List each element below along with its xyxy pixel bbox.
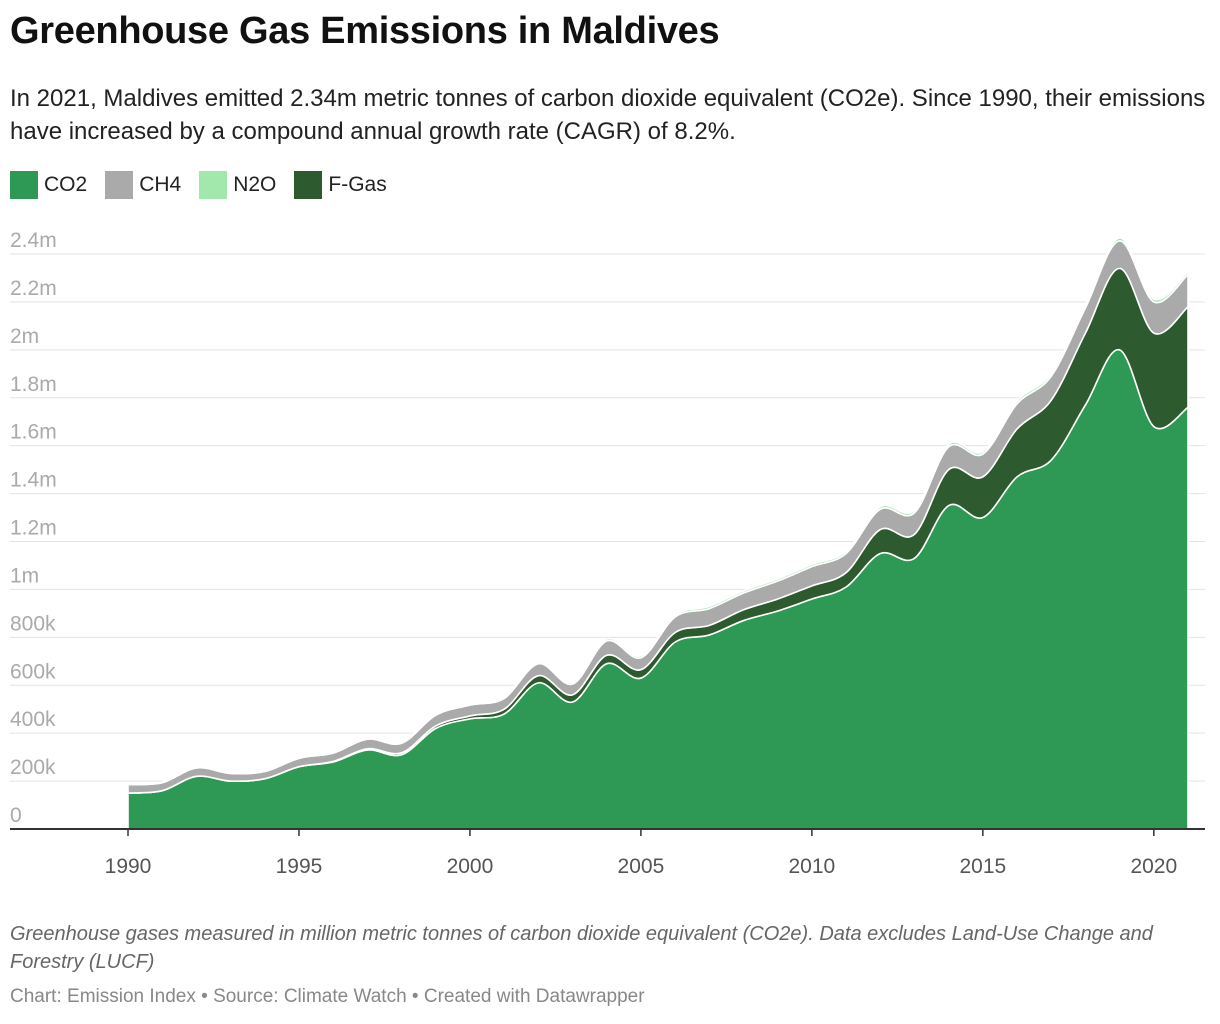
y-tick-label: 400k bbox=[10, 708, 56, 731]
x-tick-label: 1990 bbox=[105, 855, 152, 878]
x-tick-label: 2000 bbox=[447, 855, 494, 878]
chart-subtitle: In 2021, Maldives emitted 2.34m metric t… bbox=[10, 85, 1206, 145]
chart-title: Greenhouse Gas Emissions in Maldives bbox=[10, 10, 720, 52]
y-tick-label: 2.2m bbox=[10, 277, 57, 300]
y-tick-label: 2m bbox=[10, 325, 39, 348]
y-tick-label: 1.2m bbox=[10, 517, 57, 540]
y-tick-label: 200k bbox=[10, 756, 56, 779]
legend-swatch-ch4 bbox=[105, 171, 134, 199]
y-tick-label: 600k bbox=[10, 660, 56, 683]
y-tick-label: 800k bbox=[10, 612, 56, 635]
axes: 0 200k 400k 600k 800k 1m 1.2m 1.4m 1.6m 1.8m 2m 2.2… bbox=[10, 229, 1205, 878]
legend-swatch-n2o bbox=[199, 171, 228, 199]
legend-item-ch4: CH4 bbox=[105, 171, 181, 199]
legend-item-n2o: N2O bbox=[199, 171, 276, 199]
legend-label-n2o: N2O bbox=[233, 173, 277, 196]
legend-item-fgas: F-Gas bbox=[294, 171, 387, 199]
y-tick-label: 2.4m bbox=[10, 229, 57, 252]
chart-notes: Greenhouse gases measured in million met… bbox=[10, 923, 1153, 973]
x-tick-label: 2015 bbox=[959, 855, 1006, 878]
legend-item-co2: CO2 bbox=[10, 171, 87, 199]
y-tick-label: 1.8m bbox=[10, 373, 57, 396]
legend-swatch-co2 bbox=[10, 171, 38, 199]
x-tick-label: 2010 bbox=[789, 855, 836, 878]
legend-label-co2: CO2 bbox=[44, 173, 88, 196]
area-layer bbox=[127, 237, 1189, 830]
legend-label-ch4: CH4 bbox=[139, 173, 182, 196]
y-tick-label: 1m bbox=[10, 564, 39, 587]
stacked-area-chart: 0 200k 400k 600k 800k 1m 1.2m 1.4m 1.6m 1.8m 2m 2.2… bbox=[10, 229, 1205, 878]
x-tick-label: 1995 bbox=[276, 855, 323, 878]
x-tick-label: 2005 bbox=[618, 855, 665, 878]
chart-byline: Chart: Emission Index • Source: Climate … bbox=[10, 986, 645, 1007]
y-tick-label: 1.4m bbox=[10, 469, 57, 492]
legend-swatch-fgas bbox=[294, 171, 323, 199]
legend: CO2 CH4 N2O F-Gas bbox=[10, 171, 405, 199]
gridlines bbox=[10, 253, 1205, 782]
x-tick-label: 2020 bbox=[1130, 855, 1177, 878]
y-tick-label: 0 bbox=[10, 804, 22, 827]
legend-label-fgas: F-Gas bbox=[328, 173, 387, 196]
y-tick-label: 1.6m bbox=[10, 421, 57, 444]
area-n2o bbox=[127, 237, 1189, 786]
